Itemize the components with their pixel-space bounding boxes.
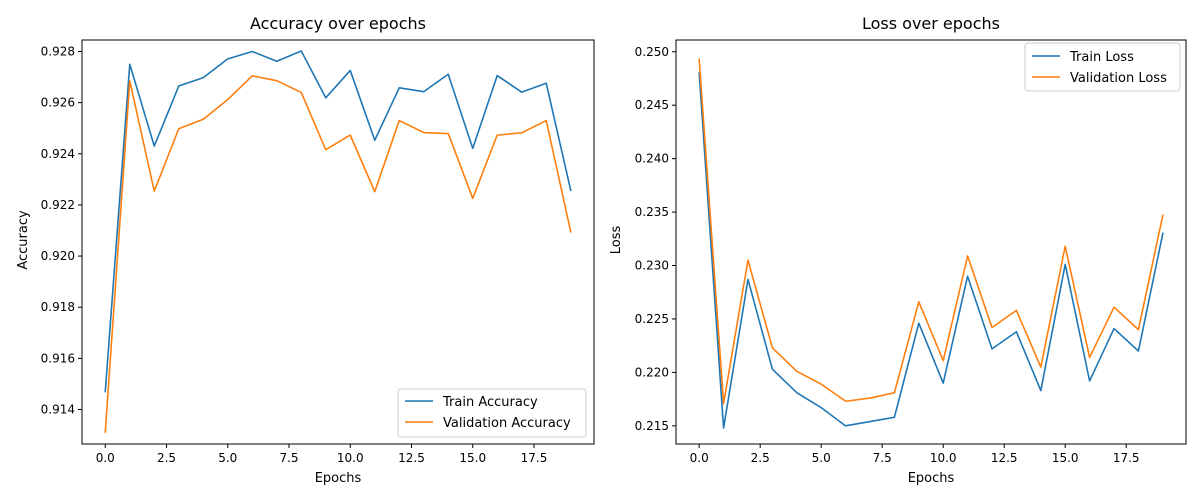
accuracy-legend-label-validation: Validation Accuracy [443, 416, 571, 431]
loss-y-tick-label: 0.245 [635, 98, 669, 112]
accuracy-x-tick-label: 2.5 [157, 451, 176, 465]
loss-y-tick-label: 0.235 [635, 205, 669, 219]
loss-y-ticks: 0.215 0.220 0.225 0.230 0.235 0.240 0.245 0.250 [635, 45, 676, 433]
loss-x-tick-label: 10.0 [930, 451, 957, 465]
loss-y-tick-label: 0.220 [635, 365, 669, 379]
loss-x-tick-label: 15.0 [1052, 451, 1079, 465]
train-loss-line [698, 72, 1164, 429]
accuracy-x-tick-label: 7.5 [279, 451, 298, 465]
accuracy-y-tick-label: 0.922 [41, 198, 75, 212]
loss-y-tick-label: 0.240 [635, 152, 669, 166]
accuracy-x-tick-label: 17.5 [521, 451, 548, 465]
accuracy-chart: Accuracy over epochs Epochs Accuracy 0.0… [16, 14, 595, 486]
loss-x-tick-label: 0.0 [690, 451, 709, 465]
accuracy-x-tick-label: 15.0 [459, 451, 486, 465]
loss-legend-label-train: Train Loss [1069, 50, 1134, 65]
accuracy-y-tick-label: 0.924 [41, 147, 75, 161]
loss-x-tick-label: 5.0 [812, 451, 831, 465]
loss-y-axis-label: Loss [609, 226, 624, 255]
loss-legend-label-validation: Validation Loss [1070, 71, 1167, 86]
loss-plot-frame [675, 39, 1187, 445]
loss-x-tick-label: 17.5 [1113, 451, 1140, 465]
loss-x-tick-label: 2.5 [751, 451, 770, 465]
accuracy-x-tick-label: 10.0 [337, 451, 364, 465]
accuracy-legend-label-train: Train Accuracy [442, 395, 538, 410]
accuracy-series-group [104, 50, 572, 433]
loss-y-tick-label: 0.215 [635, 419, 669, 433]
accuracy-y-tick-label: 0.914 [41, 402, 75, 416]
accuracy-x-tick-label: 0.0 [96, 451, 115, 465]
accuracy-x-tick-label: 5.0 [218, 451, 237, 465]
loss-legend: Train Loss Validation Loss [1024, 42, 1181, 92]
accuracy-x-ticks: 0.0 2.5 5.0 7.5 10.0 12.5 15.0 17.5 [96, 444, 548, 465]
accuracy-y-tick-label: 0.926 [41, 96, 75, 110]
accuracy-chart-title: Accuracy over epochs [250, 14, 426, 33]
validation-accuracy-line [104, 75, 572, 433]
accuracy-plot-frame [81, 39, 595, 445]
accuracy-legend-box [397, 388, 587, 438]
loss-y-tick-label: 0.250 [635, 45, 669, 59]
loss-x-axis-label: Epochs [908, 471, 955, 486]
accuracy-y-tick-label: 0.916 [41, 351, 75, 365]
accuracy-y-axis-label: Accuracy [16, 210, 31, 270]
accuracy-y-tick-label: 0.918 [41, 300, 75, 314]
accuracy-y-tick-label: 0.920 [41, 249, 75, 263]
loss-legend-box [1024, 42, 1181, 92]
validation-loss-line [698, 58, 1164, 405]
loss-series-group [698, 58, 1164, 429]
accuracy-y-ticks: 0.914 0.916 0.918 0.920 0.922 0.924 0.926 0.928 [41, 45, 82, 416]
accuracy-legend: Train Accuracy Validation Accuracy [397, 388, 587, 438]
loss-x-tick-label: 7.5 [873, 451, 892, 465]
accuracy-y-tick-label: 0.928 [41, 45, 75, 59]
accuracy-x-tick-label: 12.5 [398, 451, 425, 465]
train-accuracy-line [104, 50, 572, 393]
loss-y-tick-label: 0.230 [635, 259, 669, 273]
loss-x-ticks: 0.0 2.5 5.0 7.5 10.0 12.5 15.0 17.5 [690, 444, 1140, 465]
loss-x-tick-label: 12.5 [991, 451, 1018, 465]
accuracy-x-axis-label: Epochs [315, 471, 362, 486]
loss-y-tick-label: 0.225 [635, 312, 669, 326]
loss-chart: Loss over epochs Epochs Loss 0.0 2.5 5.0 7.… [609, 14, 1187, 486]
loss-chart-title: Loss over epochs [862, 14, 1000, 33]
